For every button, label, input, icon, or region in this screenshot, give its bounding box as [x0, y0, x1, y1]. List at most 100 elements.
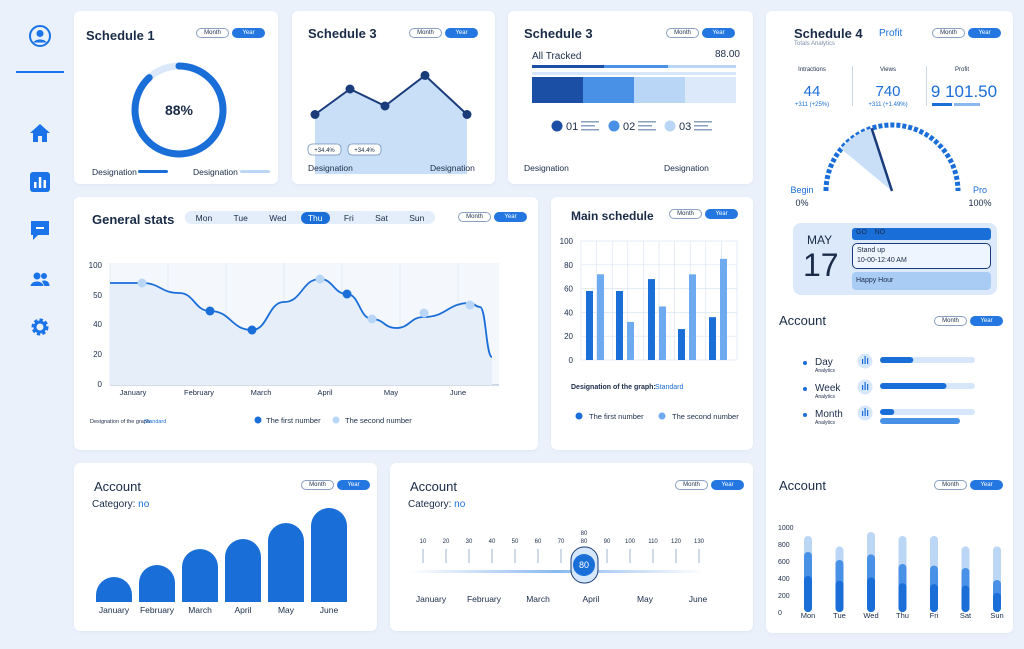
account-slider[interactable]: 10 20 30 40 50 60 70 80 90 100 110 120 130 80 80 Jan…: [390, 463, 753, 631]
year-button[interactable]: Year: [968, 28, 1001, 38]
event-happy-hour[interactable]: Happy Hour: [852, 272, 991, 290]
card-title: Schedule 4: [794, 26, 863, 41]
calendar-month: MAY: [807, 233, 833, 247]
line-point: [137, 278, 147, 288]
svg-text:Analytics: Analytics: [815, 420, 836, 426]
day-sun[interactable]: Sun: [409, 212, 425, 223]
event-stand-up[interactable]: Stand up 10-00-12:40 AM: [852, 243, 991, 269]
line-point: [419, 308, 429, 318]
year-button[interactable]: Year: [494, 212, 527, 222]
month-button[interactable]: Month: [934, 480, 967, 490]
calendar-day: 17: [803, 247, 839, 283]
svg-text:Analytics: Analytics: [815, 368, 836, 374]
legend-label-2: Designation: [193, 167, 238, 177]
scale-label: 90: [604, 539, 611, 545]
svg-text:01: 01: [566, 121, 578, 133]
year-button[interactable]: Year: [711, 480, 744, 490]
month-button[interactable]: Month: [196, 28, 229, 38]
pill-value: [930, 584, 938, 612]
year-button[interactable]: Year: [445, 28, 478, 38]
year-button[interactable]: Year: [337, 480, 370, 490]
scale-label: 80: [581, 539, 588, 545]
card-title: General stats: [92, 212, 175, 227]
month-label: April: [582, 594, 599, 604]
pill-value: [961, 585, 970, 612]
line-point: [462, 110, 472, 119]
legend-line-1: [138, 170, 168, 173]
stat-value: 44: [804, 83, 821, 100]
x-tick: January: [99, 605, 130, 615]
line-point: [465, 300, 475, 310]
line-point: [205, 306, 215, 316]
message-icon[interactable]: [29, 219, 51, 241]
bar-second: [659, 306, 666, 360]
x-tick: April: [317, 388, 332, 397]
x-tick: May: [384, 388, 398, 397]
bar-first: [678, 329, 685, 360]
account-bars-card: Account Category: no Month Year January F…: [74, 463, 377, 631]
line-series: [109, 278, 493, 358]
line-area: [315, 75, 467, 174]
progress-bar: [880, 383, 947, 389]
segment-1: [532, 77, 583, 103]
designation-2: Designation: [664, 163, 709, 173]
bar-june: [311, 508, 347, 602]
year-button[interactable]: Year: [702, 28, 735, 38]
legend-label-1: Designation: [308, 163, 353, 173]
month-button[interactable]: Month: [675, 480, 708, 490]
bar-second: [720, 258, 727, 360]
settings-icon[interactable]: [29, 316, 51, 338]
year-button[interactable]: Year: [970, 316, 1003, 326]
y-tick: 20: [564, 332, 573, 341]
month-button[interactable]: Month: [458, 212, 491, 222]
scale-label: 30: [466, 539, 473, 545]
x-tick: February: [140, 605, 175, 615]
day-sat[interactable]: Sat: [375, 212, 388, 223]
day-label: Sun: [990, 611, 1003, 620]
main-bar-chart: 100 80 60 40 20 0 Designation of the graph: S…: [560, 237, 740, 421]
user-icon[interactable]: [29, 25, 51, 47]
home-icon[interactable]: [29, 122, 51, 144]
calendar-widget[interactable]: MAY 17 GO NO Stand up 10-00-12:40 AM Hap…: [793, 223, 997, 295]
svg-text:Week: Week: [815, 383, 841, 394]
month-button[interactable]: Month: [409, 28, 442, 38]
users-icon[interactable]: [29, 268, 51, 290]
event-go-no[interactable]: GO NO: [852, 228, 991, 240]
day-fri[interactable]: Fri: [343, 212, 354, 223]
legend-label-1: Designation: [92, 167, 137, 177]
svg-text:Analytics: Analytics: [815, 394, 836, 400]
month-button[interactable]: Month: [666, 28, 699, 38]
year-button[interactable]: Year: [970, 480, 1003, 490]
day-wed[interactable]: Wed: [269, 212, 287, 223]
begin-value: 0%: [795, 198, 808, 208]
designation-1: Designation: [524, 163, 569, 173]
line-point: [420, 70, 430, 80]
period-toggle: Month Year: [934, 316, 1003, 326]
slider-value: 80: [579, 560, 589, 570]
day-mon[interactable]: Mon: [195, 212, 213, 223]
account-slider-card: Account Category: no Month Year 10 20 30 40…: [390, 463, 753, 631]
year-button[interactable]: Year: [705, 209, 738, 219]
day-thu[interactable]: Thu: [300, 211, 330, 224]
line-area: [110, 279, 492, 385]
month-button[interactable]: Month: [934, 316, 967, 326]
month-button[interactable]: Month: [301, 480, 334, 490]
row-day: Day Analytics: [803, 353, 975, 374]
bar-first: [616, 290, 623, 360]
card-title: Account: [410, 479, 457, 494]
month-button[interactable]: Month: [669, 209, 702, 219]
slider-handle: [573, 554, 595, 576]
svg-text:Day: Day: [815, 357, 833, 368]
tracked-label: All Tracked: [532, 51, 581, 62]
pill-value: [898, 583, 907, 612]
x-tick: April: [234, 605, 251, 615]
month-button[interactable]: Month: [932, 28, 965, 38]
donut-chart: 88% Designation Designation: [92, 62, 270, 177]
year-button[interactable]: Year: [232, 28, 265, 38]
account-title: Account: [779, 313, 826, 328]
profit-label: Profit: [879, 28, 903, 39]
day-tue[interactable]: Tue: [233, 212, 248, 223]
legend-item-3: 03: [664, 120, 712, 133]
schedule-3-tracked-card: Schedule 3 Month Year All Tracked 88.00 …: [508, 11, 753, 184]
chart-icon[interactable]: [29, 171, 51, 193]
